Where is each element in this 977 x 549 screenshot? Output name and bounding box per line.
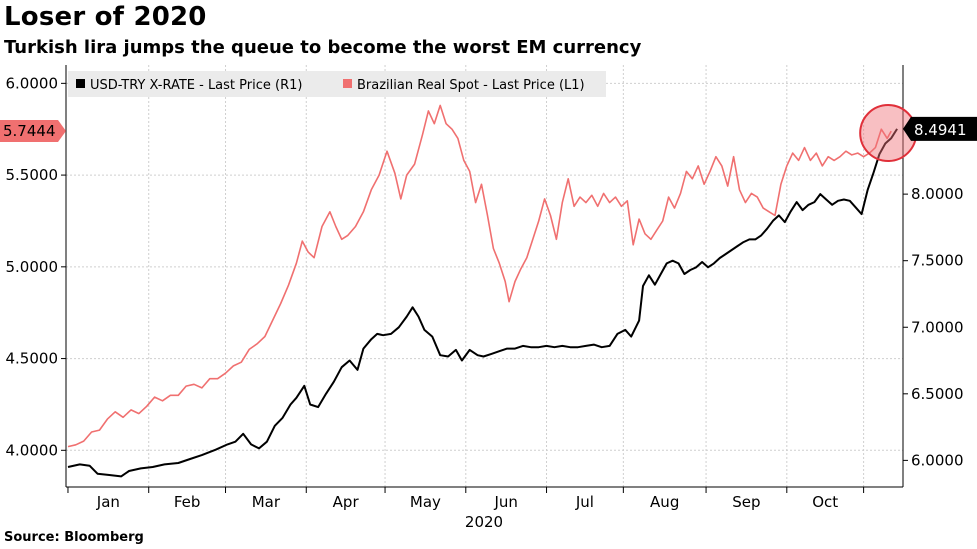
brl-line bbox=[67, 104, 892, 448]
chart-subtitle: Turkish lira jumps the queue to become t… bbox=[4, 37, 642, 58]
left-tick-label: 4.5000 bbox=[6, 350, 59, 368]
x-tick-label: May bbox=[410, 493, 441, 511]
legend-box bbox=[68, 71, 606, 97]
legend-swatch bbox=[343, 79, 352, 88]
right-tick-label: 7.0000 bbox=[911, 318, 964, 336]
legend-entry: USD-TRY X-RATE - Last Price (R1) bbox=[90, 78, 302, 93]
x-tick-label: Jul bbox=[575, 493, 594, 511]
x-axis-label: 2020 bbox=[465, 513, 503, 530]
chart-title: Loser of 2020 bbox=[4, 2, 207, 32]
axes: 4.0000 4.5000 5.0000 5.5000 6.0000 6.0000 6.50… bbox=[6, 65, 964, 530]
x-tick-label: Apr bbox=[333, 493, 360, 511]
left-tick-label: 5.5000 bbox=[6, 166, 59, 184]
right-tick-label: 8.0000 bbox=[911, 185, 964, 203]
legend-entry: Brazilian Real Spot - Last Price (L1) bbox=[357, 78, 585, 93]
right-tick-label: 6.5000 bbox=[911, 385, 964, 403]
value-labels: 5.7444 8.4941 bbox=[0, 116, 977, 143]
x-tick-label: Jan bbox=[96, 493, 120, 511]
x-tick-label: Aug bbox=[650, 493, 679, 511]
source-note: Source: Bloomberg bbox=[4, 530, 144, 545]
usd-try-line bbox=[67, 128, 898, 478]
line-chart: 4.0000 4.5000 5.0000 5.5000 6.0000 6.0000 6.50… bbox=[0, 65, 977, 530]
legend: USD-TRY X-RATE - Last Price (R1) Brazilia… bbox=[68, 71, 606, 97]
series-lines bbox=[67, 104, 918, 478]
x-tick-label: Mar bbox=[252, 493, 281, 511]
x-tick-label: Feb bbox=[174, 493, 201, 511]
try-last-value-tag bbox=[903, 116, 977, 141]
left-tick-label: 5.0000 bbox=[6, 258, 59, 276]
x-tick-label: Oct bbox=[812, 493, 838, 511]
try-last-value: 8.4941 bbox=[914, 121, 967, 139]
x-tick-label: Jun bbox=[493, 493, 517, 511]
brl-last-value: 5.7444 bbox=[3, 122, 56, 140]
brl-last-value-tag bbox=[0, 120, 66, 143]
right-tick-label: 7.5000 bbox=[911, 252, 964, 270]
legend-swatch bbox=[76, 79, 85, 88]
grid bbox=[66, 65, 903, 487]
right-tick-label: 6.0000 bbox=[911, 451, 964, 469]
left-tick-label: 4.0000 bbox=[6, 441, 59, 459]
x-tick-label: Sep bbox=[732, 493, 760, 511]
left-tick-label: 6.0000 bbox=[6, 74, 59, 92]
